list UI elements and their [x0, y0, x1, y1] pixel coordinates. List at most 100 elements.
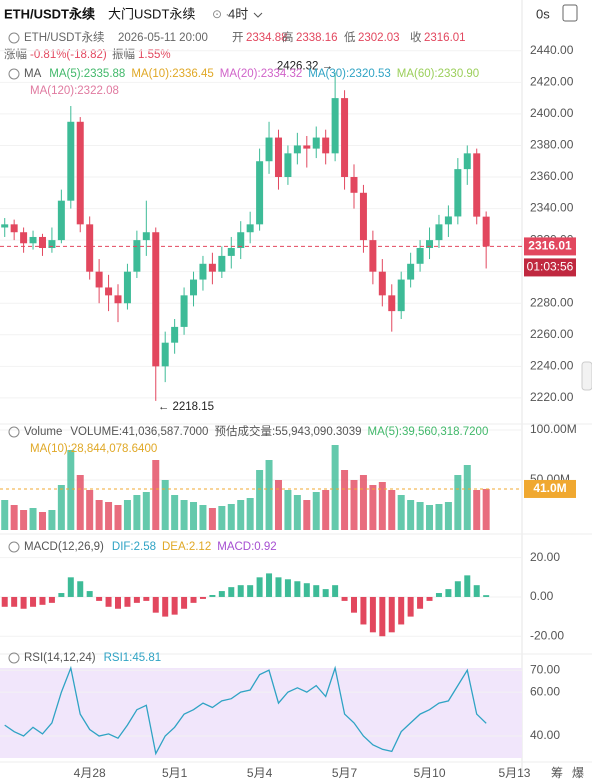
- macd-bar: [341, 596, 348, 601]
- y-tick-label: 20.00: [530, 550, 560, 564]
- info-label: 收: [410, 30, 422, 44]
- volume-bar: [265, 460, 273, 530]
- volume-bar: [57, 485, 65, 530]
- last-volume-box: [524, 479, 576, 498]
- volume-bar: [312, 492, 320, 530]
- collapse-icon[interactable]: [8, 426, 20, 438]
- side-button[interactable]: 筹: [551, 766, 563, 780]
- macd-bar: [464, 575, 471, 597]
- macd-bar: [143, 596, 150, 601]
- candle-body: [293, 145, 301, 154]
- collapse-icon[interactable]: [8, 32, 20, 44]
- legend-item: MA(20):2334.32: [220, 68, 302, 80]
- collapse-icon[interactable]: [8, 68, 20, 80]
- legend-item: RSI1:45.81: [104, 652, 162, 664]
- symbol[interactable]: ETH/USDT永续: [4, 6, 95, 21]
- collapse-icon[interactable]: [8, 652, 20, 664]
- candle-body: [95, 271, 103, 288]
- y-tick-label: 2360.00: [530, 169, 574, 183]
- volume-bar: [180, 500, 188, 530]
- candle-body: [388, 295, 396, 312]
- candle-body: [237, 232, 245, 249]
- volume-bar: [341, 470, 349, 530]
- candle-body: [152, 232, 160, 367]
- menu-button[interactable]: [562, 4, 578, 22]
- scroll-handle[interactable]: [581, 361, 592, 391]
- legend-item: MA(10):2336.45: [131, 68, 213, 80]
- legend-item: MA(5):2335.88: [49, 68, 125, 80]
- macd-bar: [266, 573, 273, 597]
- y-tick-label: 2240.00: [530, 359, 574, 373]
- info-label: 低: [344, 31, 356, 44]
- dropdown-icon[interactable]: [253, 12, 263, 18]
- y-tick-label: 0.00: [530, 589, 554, 603]
- macd-bar: [426, 596, 433, 601]
- volume-bar: [218, 506, 226, 530]
- macd-bar: [1, 596, 8, 607]
- candle-body: [29, 236, 37, 244]
- volume-bar: [20, 510, 28, 530]
- volume-bar: [426, 505, 434, 530]
- volume-bar: [322, 490, 330, 530]
- volume-bar: [331, 445, 339, 530]
- legend-item: MA(10):28,844,078.6400: [30, 443, 157, 455]
- macd-bar: [435, 593, 442, 597]
- candle-body: [256, 161, 264, 225]
- macd-bar: [162, 596, 169, 617]
- macd-bar: [351, 596, 357, 613]
- x-tick-label: 5月10: [414, 766, 446, 780]
- macd-bar: [105, 596, 112, 607]
- candle-body: [180, 295, 188, 327]
- interval[interactable]: 4时: [228, 6, 248, 21]
- y-tick-label: 2440.00: [530, 43, 574, 57]
- candle-body: [67, 121, 75, 201]
- candle-body: [435, 224, 443, 241]
- candle-body: [482, 216, 490, 247]
- candle-body: [331, 98, 339, 154]
- candle-body: [322, 137, 330, 154]
- volume-bar: [350, 480, 358, 530]
- y-tick-label: 2340.00: [530, 201, 574, 215]
- volume-bar: [444, 502, 452, 530]
- macd-bar: [218, 591, 225, 597]
- candle-body: [303, 145, 311, 149]
- rsi-line: [4, 665, 487, 756]
- candle-body: [20, 232, 28, 244]
- candle-body: [426, 240, 434, 249]
- volume-bar: [161, 480, 169, 530]
- volume-bar: [171, 495, 179, 530]
- info-value: 2334.88: [246, 32, 288, 44]
- legend-title: Volume: [24, 426, 62, 438]
- macd-bar: [67, 577, 74, 597]
- candle-body: [10, 224, 18, 233]
- separator: ⊙ ·: [212, 7, 229, 21]
- macd-bar: [454, 581, 461, 597]
- y-tick-label: 2260.00: [530, 327, 574, 341]
- y-tick-label: -20.00: [530, 628, 564, 642]
- side-button[interactable]: 爆: [572, 766, 584, 780]
- y-tick-label: 40.00: [530, 728, 560, 742]
- macd-bar: [171, 596, 178, 615]
- candle-body: [359, 192, 367, 241]
- y-tick-label: 2220.00: [530, 390, 574, 404]
- volume-bar: [48, 510, 56, 530]
- candle-body: [76, 121, 84, 225]
- macd-bar: [11, 596, 18, 607]
- volume-bar: [378, 482, 386, 530]
- macd-bar: [379, 596, 386, 637]
- macd-bar: [77, 581, 84, 597]
- macd-bar: [124, 596, 131, 607]
- candle-body: [378, 271, 386, 296]
- macd-bar: [190, 596, 197, 603]
- macd-bar: [407, 596, 414, 617]
- volume-bar: [237, 500, 245, 530]
- macd-bar: [369, 596, 376, 633]
- volume-bar: [303, 500, 311, 530]
- volume-bar: [95, 500, 103, 530]
- volume-bar: [293, 495, 301, 530]
- collapse-icon[interactable]: [8, 541, 20, 553]
- volume-bar: [246, 498, 254, 530]
- last-price-box: [524, 237, 576, 256]
- legend-item: DEA:2.12: [162, 541, 211, 553]
